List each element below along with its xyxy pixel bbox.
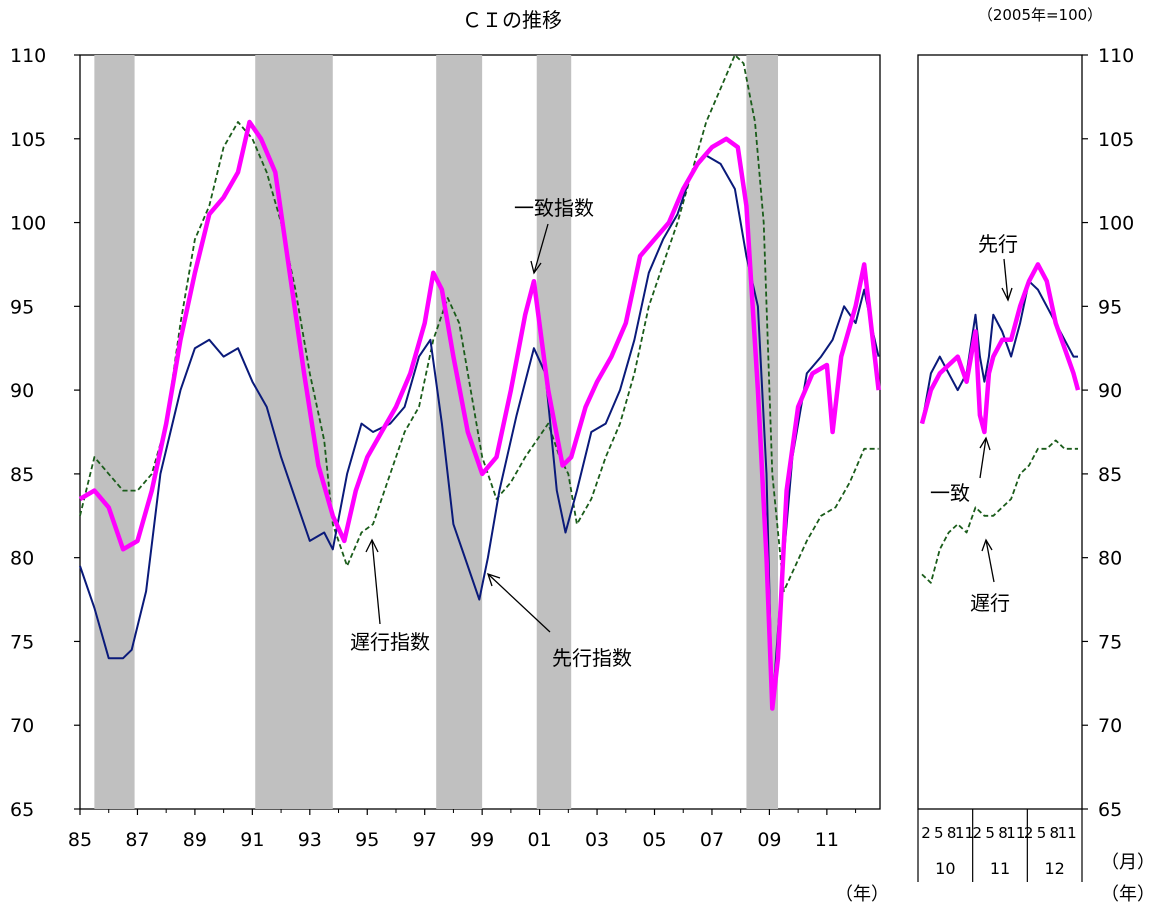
- inset-month-unit: （月）: [1101, 852, 1155, 873]
- x-tick-label: 97: [413, 829, 437, 851]
- inset-month-label: 5: [934, 824, 944, 842]
- inset-month-label: 5: [1037, 824, 1047, 842]
- y-tick-label: 90: [10, 380, 34, 402]
- inset-month-label: 8: [998, 824, 1008, 842]
- inset-y-tick-label: 110: [1098, 45, 1134, 67]
- label-lead-index: 先行指数: [552, 646, 632, 670]
- x-tick-label: 95: [355, 829, 379, 851]
- main-series: [78, 54, 881, 711]
- inset-series: [919, 262, 1081, 584]
- inset-month-label: 2: [973, 824, 983, 842]
- inset-month-label: 8: [1050, 824, 1060, 842]
- inset-y-tick-label: 80: [1098, 548, 1122, 570]
- y-tick-label: 80: [10, 548, 34, 570]
- x-tick-label: 07: [700, 829, 724, 851]
- chart-title: ＣＩの推移: [462, 8, 562, 32]
- x-tick-label: 85: [68, 829, 92, 851]
- y-tick-label: 65: [10, 799, 34, 821]
- inset-month-label: 2: [921, 824, 931, 842]
- y-tick-label: 110: [10, 45, 46, 67]
- x-tick-label: 93: [298, 829, 322, 851]
- inset-series-line-遅行: [921, 439, 1078, 584]
- inset-label-coin: 一致: [930, 481, 970, 505]
- recession-band: [255, 55, 333, 809]
- inset-y-tick-label: 95: [1098, 296, 1122, 318]
- main-annotations: 遅行指数 先行指数 一致指数: [350, 196, 632, 670]
- y-tick-label: 70: [10, 715, 34, 737]
- inset-y-axis: 110 105 100 95 90 85 80 75 70 65: [1082, 45, 1134, 821]
- y-tick-label: 95: [10, 296, 34, 318]
- arrow-lead-index: [487, 573, 551, 633]
- x-tick-label: 11: [815, 829, 839, 851]
- inset-month-label: 5: [985, 824, 995, 842]
- y-tick-label: 75: [10, 631, 34, 653]
- inset-month-label: 2: [1024, 824, 1034, 842]
- inset-label-lag: 遅行: [970, 591, 1010, 615]
- inset-year-label: 11: [990, 859, 1010, 878]
- inset-series-line-一致: [919, 262, 1081, 435]
- x-tick-label: 03: [585, 829, 609, 851]
- label-lag-index: 遅行指数: [350, 630, 430, 654]
- main-y-axis: 110 105 100 95 90 85 80 75 70 65: [10, 45, 80, 821]
- inset-y-tick-label: 90: [1098, 380, 1122, 402]
- inset-month-label: 8: [947, 824, 957, 842]
- x-tick-label: 01: [528, 829, 552, 851]
- label-coin-index: 一致指数: [514, 196, 594, 220]
- inset-label-lead: 先行: [978, 232, 1018, 256]
- x-tick-label: 99: [470, 829, 494, 851]
- y-tick-label: 100: [10, 213, 46, 235]
- arrow-coin-index: [533, 223, 549, 274]
- series-line-一致指数: [78, 119, 881, 711]
- inset-month-label: 11: [955, 824, 974, 842]
- arrow-lag-index: [371, 539, 381, 625]
- inset-month-label: 11: [1058, 824, 1077, 842]
- inset-y-tick-label: 105: [1098, 129, 1134, 151]
- inset-y-tick-label: 65: [1098, 799, 1122, 821]
- main-x-axis-unit: （年）: [835, 884, 889, 905]
- inset-plot-area: [917, 54, 1083, 810]
- inset-y-tick-label: 75: [1098, 631, 1122, 653]
- x-tick-label: 91: [240, 829, 264, 851]
- inset-y-tick-label: 70: [1098, 715, 1122, 737]
- series-line-遅行指数: [79, 54, 879, 593]
- x-tick-label: 89: [183, 829, 207, 851]
- inset-y-tick-label: 100: [1098, 213, 1134, 235]
- x-tick-label: 09: [757, 829, 781, 851]
- base-year-note: （2005年=100）: [978, 6, 1102, 24]
- x-tick-label: 87: [125, 829, 149, 851]
- y-tick-label: 85: [10, 464, 34, 486]
- y-tick-label: 105: [10, 129, 46, 151]
- inset-month-label: 11: [1006, 824, 1025, 842]
- recession-band: [94, 55, 135, 809]
- inset-year-unit: （年）: [1101, 884, 1155, 905]
- main-x-axis: 85 87 89 91 93 95 97 99 01 03 05 07 09 11: [68, 809, 857, 851]
- inset-annotations: 先行 一致 遅行: [930, 232, 1018, 615]
- inset-year-label: 12: [1044, 859, 1064, 878]
- inset-year-label: 10: [935, 859, 955, 878]
- inset-y-tick-label: 85: [1098, 464, 1122, 486]
- x-tick-label: 05: [642, 829, 666, 851]
